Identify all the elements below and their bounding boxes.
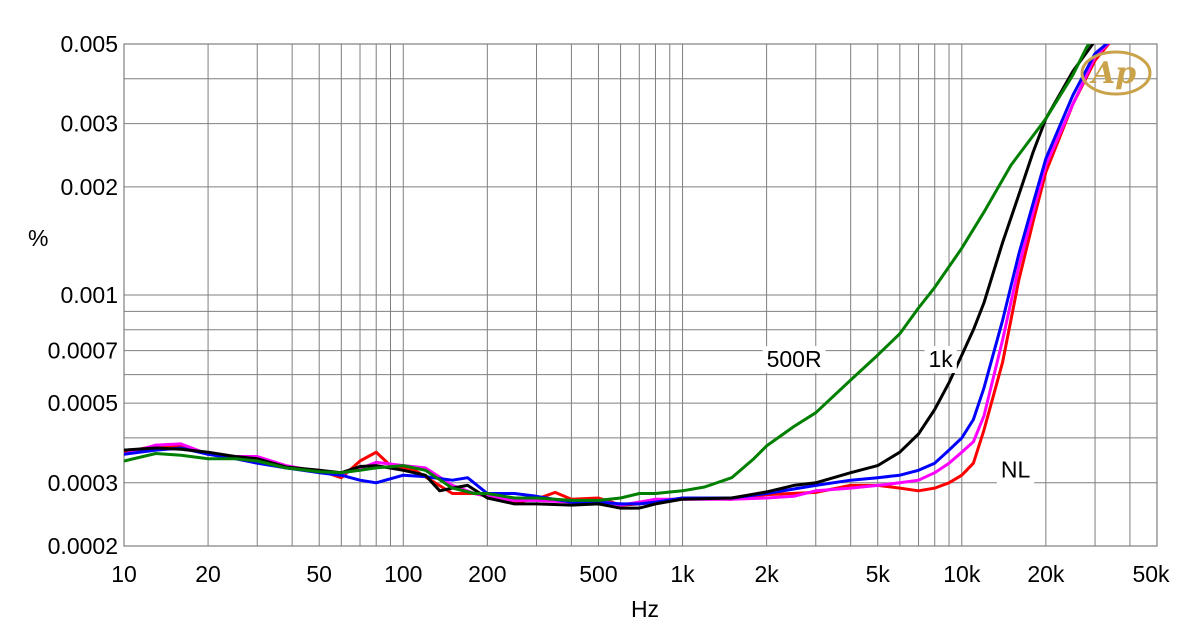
x-tick-label: 2k [754,561,779,587]
x-tick-label: 20 [195,561,221,587]
x-tick-label: 5k [866,561,891,587]
x-tick-label: 10 [111,561,137,587]
annotation-label: NL [1001,457,1031,483]
x-tick-label: 20k [1027,561,1065,587]
y-tick-label: 0.005 [60,31,118,57]
x-tick-label: 500 [579,561,617,587]
y-tick-label: 0.001 [60,282,118,308]
x-tick-label: 1k [670,561,695,587]
x-axis-label: Hz [631,596,659,622]
annotation-label: 1k [929,346,954,372]
x-tick-label: 200 [468,561,506,587]
series-annotations: 500R 1k NL [762,346,1035,484]
y-axis-label: % [28,225,48,251]
y-tick-label: 0.003 [60,111,118,137]
x-tick-label: 10k [943,561,981,587]
y-tick-label: 0.002 [60,174,118,200]
series-line-3 [124,44,1109,506]
y-tick-label: 0.0003 [48,470,118,496]
grid [123,43,1158,547]
x-tick-label: 100 [384,561,422,587]
ap-logo-icon: Ap [1080,50,1152,96]
annotation-label: 500R [767,346,822,372]
series-lines [124,44,1111,510]
annotation: 1k [924,346,957,374]
ap-logo-text: Ap [1089,56,1136,91]
x-tick-label: 50k [1132,561,1170,587]
series-line-5 [124,44,1091,502]
annotation: 500R [762,346,826,374]
annotation: NL [996,456,1035,484]
x-tick-label: 50 [306,561,332,587]
x-axis-ticks: 10 20 50 100 200 500 1k 2k 5k 10k 20k 50k [111,561,1170,587]
y-tick-label: 0.0002 [48,533,118,559]
y-tick-label: 0.0007 [48,338,118,364]
y-tick-label: 0.0005 [48,390,118,416]
y-axis-ticks: 0.005 0.003 0.002 0.001 0.0007 0.0005 0.0003 0.… [48,31,118,559]
